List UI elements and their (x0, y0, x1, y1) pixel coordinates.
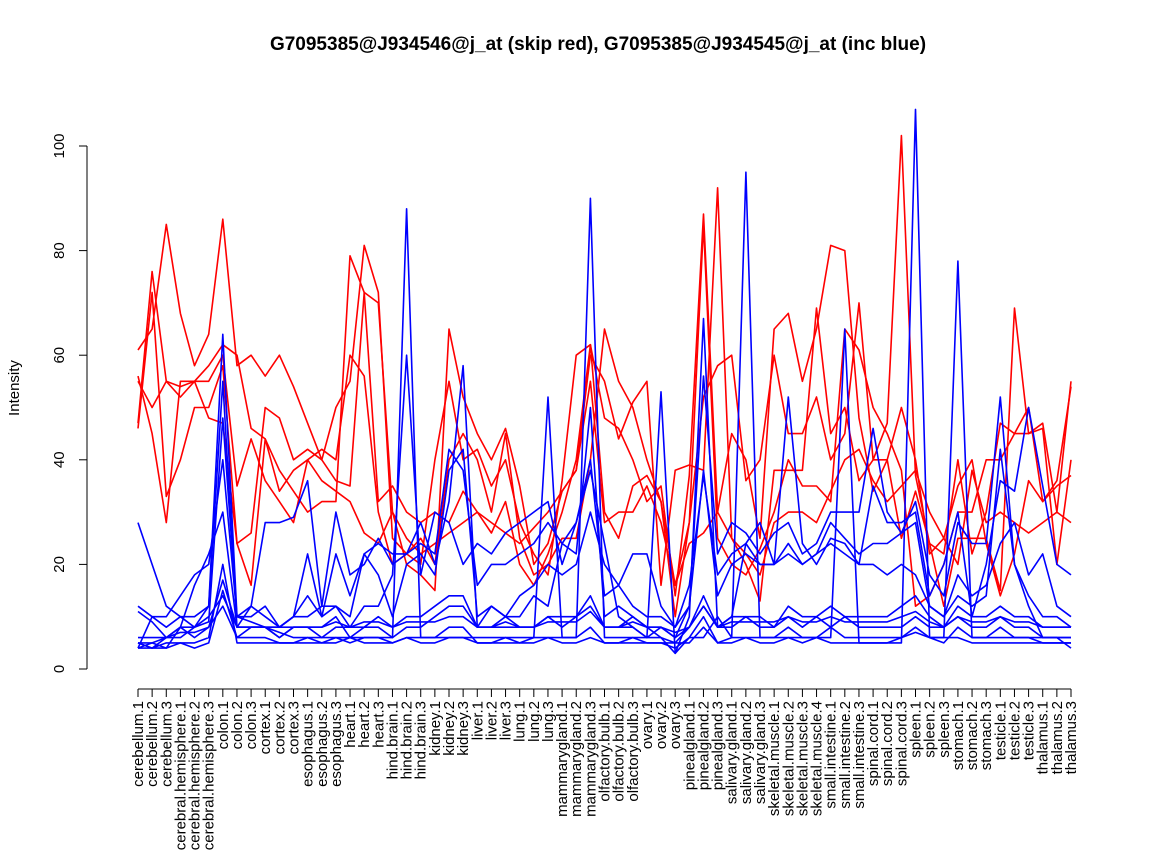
x-tick-label: mammarygland.2 (568, 701, 585, 817)
chart-title: G7095385@J934546@j_at (skip red), G70953… (270, 34, 926, 55)
x-tick-label: cortex.3 (286, 701, 303, 754)
x-tick-label: stomach.3 (978, 701, 995, 770)
series-line-skip-2 (137, 213, 1072, 597)
series-line-inc-8 (137, 354, 1072, 649)
y-tick-label: 60 (51, 347, 68, 364)
y-axis: 0 20 40 60 80 100 (51, 133, 88, 673)
x-tick-label: cerebral.hemisphere.2 (187, 701, 204, 850)
x-tick-label: testicle.3 (1021, 701, 1038, 760)
x-tick-label: spleen.1 (908, 701, 925, 758)
x-tick-label: skeletal.muscle.2 (780, 701, 797, 816)
x-tick-label: ovary.2 (653, 701, 670, 749)
x-tick-label: stomach.1 (950, 701, 967, 770)
x-tick-label: olfactory.bulb.1 (597, 701, 614, 802)
x-tick-label: cerebral.hemisphere.1 (172, 701, 189, 850)
x-tick-label: heart.3 (370, 701, 387, 748)
x-tick-label: cerebellum.3 (158, 701, 175, 787)
x-tick-label: spleen.3 (936, 701, 953, 758)
x-tick-label: hind.brain.1 (384, 701, 401, 779)
x-tick-label: hind.brain.3 (413, 701, 430, 779)
series-line-skip-4 (137, 255, 1072, 597)
x-tick-label: ovary.3 (667, 701, 684, 749)
x-axis: cerebellum.1cerebellum.2cerebellum.3cere… (130, 688, 1080, 850)
x-tick-label: thalamus.1 (1035, 701, 1052, 774)
x-tick-label: spinal.cord.3 (893, 701, 910, 786)
x-tick-label: spleen.2 (922, 701, 939, 758)
x-tick-label: salivary.gland.2 (738, 701, 755, 804)
x-tick-label: thalamus.2 (1049, 701, 1066, 774)
x-tick-label: small.intestine.1 (823, 701, 840, 809)
x-tick-label: colon.1 (215, 701, 232, 749)
x-tick-label: ovary.1 (639, 701, 656, 749)
x-tick-label: liver.3 (498, 701, 515, 740)
x-tick-label: kidney.3 (455, 701, 472, 756)
x-tick-label: liver.2 (483, 701, 500, 740)
x-tick-label: kidney.1 (427, 701, 444, 756)
y-tick-label: 0 (51, 665, 68, 673)
x-tick-label: small.intestine.2 (837, 701, 854, 809)
x-tick-label: olfactory.bulb.3 (625, 701, 642, 802)
y-tick-label: 80 (51, 242, 68, 259)
y-tick-label: 20 (51, 556, 68, 573)
y-tick-label: 40 (51, 451, 68, 468)
x-tick-label: liver.1 (469, 701, 486, 740)
series-line-inc-7 (137, 317, 1072, 655)
x-tick-label: heart.2 (356, 701, 373, 748)
x-tick-label: cortex.1 (257, 701, 274, 754)
series-line-inc-6 (137, 108, 1071, 655)
series-line-inc-15 (138, 579, 1071, 639)
x-tick-label: skeletal.muscle.1 (766, 701, 783, 816)
series-group (137, 108, 1072, 655)
x-tick-label: salivary.gland.1 (724, 701, 741, 804)
x-tick-label: esophagus.3 (328, 701, 345, 787)
series-line-inc-14 (137, 563, 1071, 649)
x-tick-label: mammarygland.3 (582, 701, 599, 817)
x-tick-label: lung.2 (526, 701, 543, 742)
x-tick-label: colon.3 (243, 701, 260, 749)
y-tick-label: 100 (51, 133, 68, 158)
x-tick-label: heart.1 (342, 701, 359, 748)
x-tick-label: lung.1 (512, 701, 529, 742)
x-tick-label: pinealgland.1 (681, 701, 698, 790)
x-tick-label: small.intestine.3 (851, 701, 868, 809)
x-tick-label: stomach.2 (964, 701, 981, 770)
x-tick-label: skeletal.muscle.4 (809, 701, 826, 816)
x-tick-label: cerebral.hemisphere.3 (201, 701, 218, 850)
x-tick-label: esophagus.1 (300, 701, 317, 787)
series-line-skip-3 (137, 223, 1072, 618)
x-tick-label: spinal.cord.1 (865, 701, 882, 786)
x-tick-label: skeletal.muscle.3 (794, 701, 811, 816)
x-tick-label: colon.2 (229, 701, 246, 749)
x-tick-label: olfactory.bulb.2 (611, 701, 628, 802)
x-tick-label: mammarygland.1 (554, 701, 571, 817)
x-tick-label: lung.3 (540, 701, 557, 742)
x-tick-label: thalamus.3 (1063, 701, 1080, 774)
x-tick-label: pinealgland.2 (695, 701, 712, 790)
x-tick-label: testicle.2 (1006, 701, 1023, 760)
x-tick-label: testicle.1 (992, 701, 1009, 760)
x-tick-label: kidney.2 (441, 701, 458, 756)
series-line-skip-5 (137, 343, 1072, 587)
x-tick-label: hind.brain.2 (399, 701, 416, 779)
x-tick-label: pinealgland.3 (710, 701, 727, 790)
x-tick-label: esophagus.2 (314, 701, 331, 787)
x-tick-label: cerebellum.2 (144, 701, 161, 787)
series-line-inc-10 (138, 448, 1072, 649)
y-axis-label: Intensity (6, 360, 23, 416)
x-tick-label: salivary.gland.3 (752, 701, 769, 804)
x-tick-label: spinal.cord.2 (879, 701, 896, 786)
series-line-skip-1 (137, 134, 1072, 608)
x-tick-label: cortex.2 (271, 701, 288, 754)
x-tick-label: cerebellum.1 (130, 701, 147, 787)
